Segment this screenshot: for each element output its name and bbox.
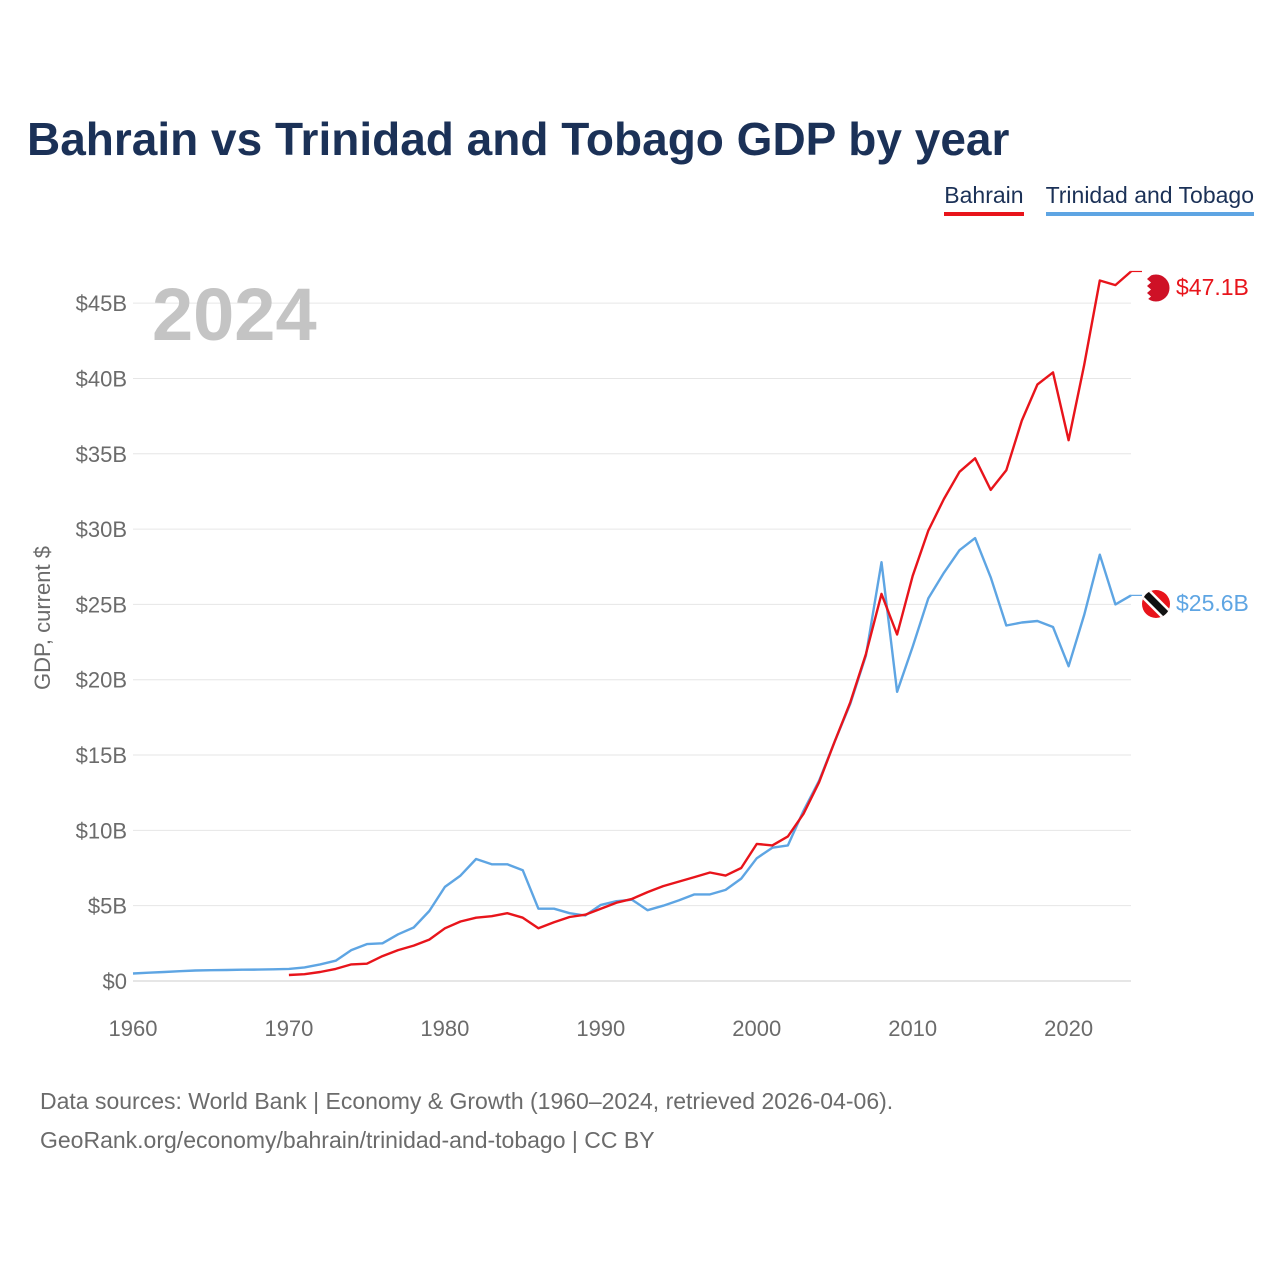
source-note: Data sources: World Bank | Economy & Gro… xyxy=(40,1082,893,1160)
y-tick-label: $30B xyxy=(76,517,127,542)
y-tick-label: $0 xyxy=(103,969,127,994)
y-tick-label: $25B xyxy=(76,592,127,617)
y-tick-label: $40B xyxy=(76,366,127,391)
legend-item-trinidad-and-tobago[interactable]: Trinidad and Tobago xyxy=(1045,182,1254,216)
legend: Bahrain Trinidad and Tobago xyxy=(944,182,1254,216)
end-label-bahrain: $47.1B xyxy=(1176,274,1249,300)
bahrain-flag-icon xyxy=(1141,273,1171,303)
x-tick-label: 2010 xyxy=(888,1016,937,1041)
end-label-trinidad-and-tobago: $25.6B xyxy=(1176,590,1249,616)
series-line-trinidad-and-tobago xyxy=(132,536,1132,975)
y-tick-label: $15B xyxy=(76,743,127,768)
x-tick-label: 1960 xyxy=(109,1016,158,1041)
legend-item-bahrain[interactable]: Bahrain xyxy=(944,182,1024,216)
y-tick-label: $5B xyxy=(88,894,127,919)
series-line-bahrain xyxy=(288,270,1132,977)
source-line-1: Data sources: World Bank | Economy & Gro… xyxy=(40,1088,894,1114)
trinidad-and-tobago-flag-icon xyxy=(1142,590,1170,618)
x-tick-label: 1970 xyxy=(264,1016,313,1041)
x-tick-label: 2000 xyxy=(732,1016,781,1041)
y-tick-label: $10B xyxy=(76,818,127,843)
year-label: 2024 xyxy=(152,273,317,356)
source-line-2[interactable]: GeoRank.org/economy/bahrain/trinidad-and… xyxy=(40,1127,655,1153)
y-axis-title: GDP, current $ xyxy=(30,546,55,690)
y-tick-label: $45B xyxy=(76,291,127,316)
x-tick-label: 1990 xyxy=(576,1016,625,1041)
x-tick-label: 1980 xyxy=(420,1016,469,1041)
x-tick-label: 2020 xyxy=(1044,1016,1093,1041)
y-tick-label: $35B xyxy=(76,442,127,467)
y-tick-label: $20B xyxy=(76,668,127,693)
chart-title: Bahrain vs Trinidad and Tobago GDP by ye… xyxy=(27,113,1010,165)
